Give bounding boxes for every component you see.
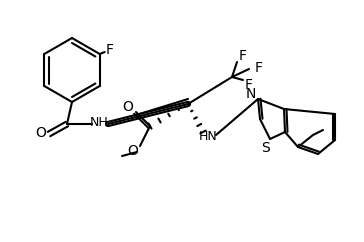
Text: HN: HN: [199, 130, 217, 144]
Text: O: O: [127, 144, 138, 158]
Text: F: F: [245, 78, 253, 92]
Text: O: O: [36, 126, 47, 140]
Text: N: N: [246, 87, 256, 101]
Text: O: O: [123, 100, 134, 114]
Text: F: F: [255, 61, 263, 75]
Text: NH: NH: [90, 116, 108, 129]
Text: S: S: [261, 141, 269, 155]
Text: F: F: [239, 49, 247, 63]
Text: F: F: [106, 43, 114, 57]
